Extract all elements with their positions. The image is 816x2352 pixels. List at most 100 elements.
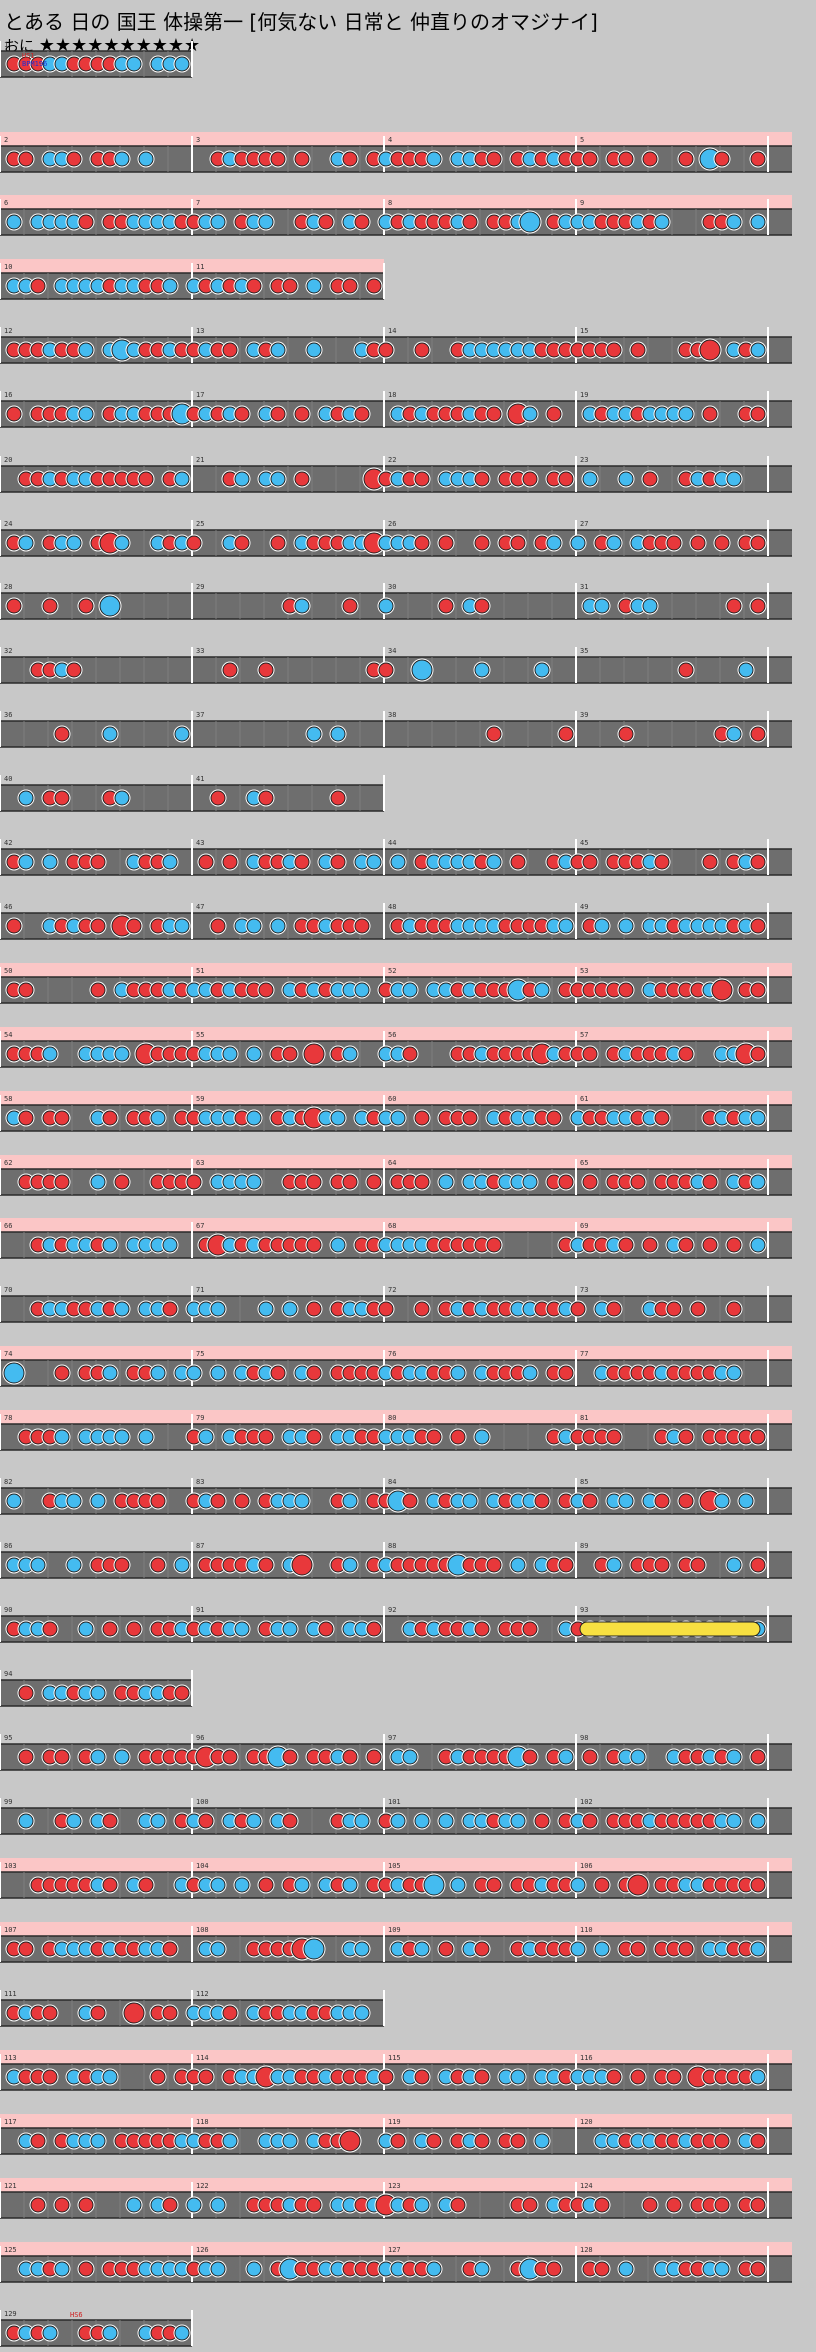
ka-note [534, 982, 550, 998]
ka-note [102, 2325, 118, 2341]
ka-note [582, 471, 598, 487]
don-note [318, 214, 334, 230]
ka-note [390, 854, 406, 870]
measure-number: 124 [580, 2182, 593, 2190]
measure-number: 117 [4, 2118, 17, 2126]
measure-number: 11 [196, 263, 204, 271]
don-note [306, 1174, 322, 1190]
don-note [558, 1365, 574, 1381]
don-note [414, 535, 430, 551]
ka-note [294, 1493, 310, 1509]
ka-note [114, 1429, 130, 1445]
don-note [750, 406, 766, 422]
ka-note [474, 662, 490, 678]
don-note [78, 598, 94, 614]
don-note [90, 2005, 106, 2021]
don-note [258, 662, 274, 678]
don-note [258, 982, 274, 998]
gogo-band [0, 132, 792, 146]
don-note [66, 151, 82, 167]
don-note [318, 1621, 334, 1637]
measure-number: 109 [388, 1926, 401, 1934]
measure-number: 127 [388, 2246, 401, 2254]
don-note [54, 1110, 70, 1126]
don-note [534, 1493, 550, 1509]
don-note [234, 406, 250, 422]
don-note [54, 1174, 70, 1190]
ka-note [126, 56, 142, 72]
lane [0, 657, 792, 683]
ka-note [750, 214, 766, 230]
don-note [414, 1174, 430, 1190]
don-note [282, 1046, 298, 1062]
don-note [342, 1174, 358, 1190]
don-note [642, 471, 658, 487]
don-note [618, 982, 634, 998]
don-note [294, 471, 310, 487]
don-note [438, 598, 454, 614]
don-note [750, 1877, 766, 1893]
don-note [666, 535, 682, 551]
don-note [102, 1621, 118, 1637]
ka-note [414, 1813, 430, 1829]
don-note [342, 151, 358, 167]
measure-number: 59 [196, 1095, 204, 1103]
chart-row: 103 104 105 106 [0, 1858, 792, 1899]
don-note [726, 1237, 742, 1253]
ka-note [78, 1621, 94, 1637]
don-note [570, 1301, 586, 1317]
don-note [630, 342, 646, 358]
ka-note [414, 1941, 430, 1957]
don-note [18, 151, 34, 167]
don-note [594, 2261, 610, 2277]
measure-number: 111 [4, 1990, 17, 1998]
ka-note [342, 1493, 358, 1509]
ka-note [246, 1046, 262, 1062]
don-note [438, 1941, 454, 1957]
don-note [666, 1301, 682, 1317]
measure-number: 87 [196, 1542, 204, 1550]
don-note [18, 1941, 34, 1957]
don-note [30, 2197, 46, 2213]
ka-note [450, 1877, 466, 1893]
ka-note [354, 1813, 370, 1829]
measure-number: 72 [388, 1286, 396, 1294]
don-note [54, 726, 70, 742]
don-note [558, 1557, 574, 1573]
measure-number: 40 [4, 775, 12, 783]
ka-note [510, 1557, 526, 1573]
ka-note [606, 535, 622, 551]
lane [0, 593, 792, 619]
ka-note [726, 1557, 742, 1573]
ka-note [18, 535, 34, 551]
don-note [102, 1110, 118, 1126]
ka-note [270, 471, 286, 487]
measure-number: 104 [196, 1862, 209, 1870]
ka-note [6, 214, 22, 230]
don-note [582, 151, 598, 167]
don-note [126, 918, 142, 934]
measure-number: 6 [4, 199, 8, 207]
ka-note [510, 1813, 526, 1829]
don-note [594, 2197, 610, 2213]
don-note [426, 1429, 442, 1445]
ka-note [222, 1046, 238, 1062]
measure-number: 9 [580, 199, 584, 207]
ka-note [102, 1365, 118, 1381]
ka-note [99, 595, 121, 617]
don-note [306, 1365, 322, 1381]
ka-note [150, 1813, 166, 1829]
don-note [750, 598, 766, 614]
ka-note [570, 1877, 586, 1893]
measure-number: 69 [580, 1222, 588, 1230]
ka-note [90, 2133, 106, 2149]
ka-note [618, 1493, 634, 1509]
don-note [378, 1301, 394, 1317]
don-note [402, 1493, 418, 1509]
chart-row: 82 83 84 85 [0, 1478, 792, 1515]
ka-note [246, 918, 262, 934]
measure-number: 53 [580, 967, 588, 975]
chart-row: 42 43 44 45 [0, 839, 792, 876]
ka-note [174, 918, 190, 934]
ka-note [411, 659, 433, 681]
